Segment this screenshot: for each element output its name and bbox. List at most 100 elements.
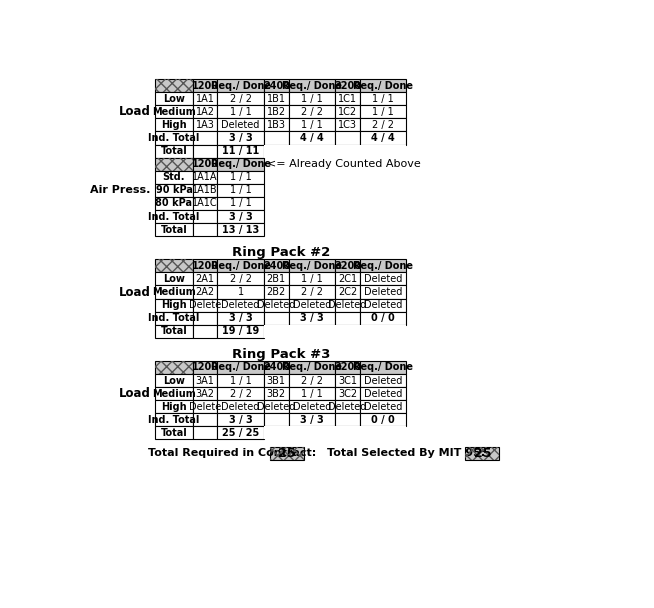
Text: 3B2: 3B2 (267, 389, 286, 399)
Text: Medium: Medium (152, 389, 196, 399)
Text: Delete: Delete (189, 300, 221, 310)
Bar (264, 145, 288, 157)
Text: Ind. Total: Ind. Total (148, 212, 199, 221)
Text: Req./ Done: Req./ Done (211, 261, 271, 271)
Bar (336, 119, 360, 131)
Bar (288, 272, 336, 286)
Text: Total: Total (161, 224, 187, 235)
Text: Req./ Done: Req./ Done (353, 261, 413, 271)
Text: 2 / 2: 2 / 2 (301, 107, 323, 117)
Text: 0 / 0: 0 / 0 (371, 415, 395, 425)
Bar (156, 79, 192, 92)
Text: Req./ Done: Req./ Done (282, 261, 342, 271)
Bar (217, 119, 264, 131)
Bar (264, 413, 288, 426)
Text: 2 / 2: 2 / 2 (230, 274, 252, 284)
Text: 25 / 25: 25 / 25 (222, 428, 259, 438)
Bar (360, 259, 407, 272)
Text: 3200: 3200 (334, 362, 361, 373)
Bar (264, 299, 288, 312)
Text: 1A1C: 1A1C (192, 198, 218, 209)
Text: 1A1B: 1A1B (192, 185, 218, 195)
Bar (156, 259, 192, 272)
Bar (156, 413, 192, 426)
Bar (192, 171, 217, 184)
Bar (156, 79, 192, 92)
Bar (360, 145, 407, 157)
Text: 3A2: 3A2 (196, 389, 215, 399)
Text: 13 / 13: 13 / 13 (222, 224, 259, 235)
Text: Req./ Done: Req./ Done (211, 81, 271, 91)
Bar (360, 361, 407, 374)
Text: Load: Load (119, 286, 150, 299)
Text: 2B2: 2B2 (267, 287, 286, 297)
Text: Low: Low (163, 376, 185, 385)
Bar (336, 79, 360, 92)
Bar (192, 325, 217, 338)
Text: Total Selected By MIT 95:: Total Selected By MIT 95: (328, 448, 486, 458)
Bar (466, 447, 500, 460)
Text: 19 / 19: 19 / 19 (222, 326, 259, 336)
Bar (192, 374, 217, 387)
Text: Ring Pack #3: Ring Pack #3 (232, 348, 330, 361)
Bar (288, 286, 336, 299)
Bar (466, 447, 500, 460)
Text: 2C1: 2C1 (338, 274, 357, 284)
Bar (288, 131, 336, 145)
Text: 1 / 1: 1 / 1 (230, 172, 252, 182)
Bar (217, 312, 264, 325)
Bar (264, 400, 288, 413)
Text: 2 / 2: 2 / 2 (301, 287, 323, 297)
Text: Load: Load (119, 387, 150, 400)
Text: 3200: 3200 (334, 81, 361, 91)
Text: 2400: 2400 (263, 81, 290, 91)
Text: 2 / 2: 2 / 2 (372, 120, 394, 130)
Bar (192, 197, 217, 210)
Bar (360, 286, 407, 299)
Text: Deleted: Deleted (364, 402, 402, 412)
Text: Req./ Done: Req./ Done (282, 81, 342, 91)
Text: 1B2: 1B2 (267, 107, 286, 117)
Bar (156, 119, 192, 131)
Text: 2C2: 2C2 (338, 287, 357, 297)
Bar (156, 299, 192, 312)
Text: 1 / 1: 1 / 1 (230, 376, 252, 385)
Bar (217, 299, 264, 312)
Bar (336, 387, 360, 400)
Bar (156, 145, 192, 157)
Bar (360, 312, 407, 325)
Bar (360, 79, 407, 92)
Text: High: High (161, 120, 187, 130)
Bar (264, 92, 288, 105)
Text: 25: 25 (473, 447, 491, 460)
Text: 11 / 11: 11 / 11 (222, 146, 259, 156)
Bar (264, 361, 288, 374)
Bar (360, 325, 407, 338)
Text: 3 / 3: 3 / 3 (229, 212, 252, 221)
Text: Deleted: Deleted (364, 287, 402, 297)
Bar (360, 426, 407, 440)
Text: Ind. Total: Ind. Total (148, 415, 199, 425)
Text: 90 kPa: 90 kPa (156, 185, 192, 195)
Text: High: High (161, 402, 187, 412)
Bar (156, 171, 192, 184)
Bar (360, 105, 407, 119)
Bar (336, 92, 360, 105)
Bar (192, 79, 217, 92)
Bar (264, 286, 288, 299)
Bar (192, 184, 217, 197)
Bar (217, 259, 264, 272)
Text: 4 / 4: 4 / 4 (371, 133, 395, 143)
Bar (288, 119, 336, 131)
Text: Deleted: Deleted (328, 300, 367, 310)
Bar (156, 374, 192, 387)
Text: Deleted: Deleted (364, 376, 402, 385)
Text: 2400: 2400 (263, 261, 290, 271)
Bar (360, 413, 407, 426)
Text: Total: Total (161, 428, 187, 438)
Bar (288, 145, 336, 157)
Text: 25: 25 (279, 447, 296, 460)
Text: 1 / 1: 1 / 1 (301, 120, 323, 130)
Bar (264, 79, 288, 92)
Text: Deleted: Deleted (364, 389, 402, 399)
